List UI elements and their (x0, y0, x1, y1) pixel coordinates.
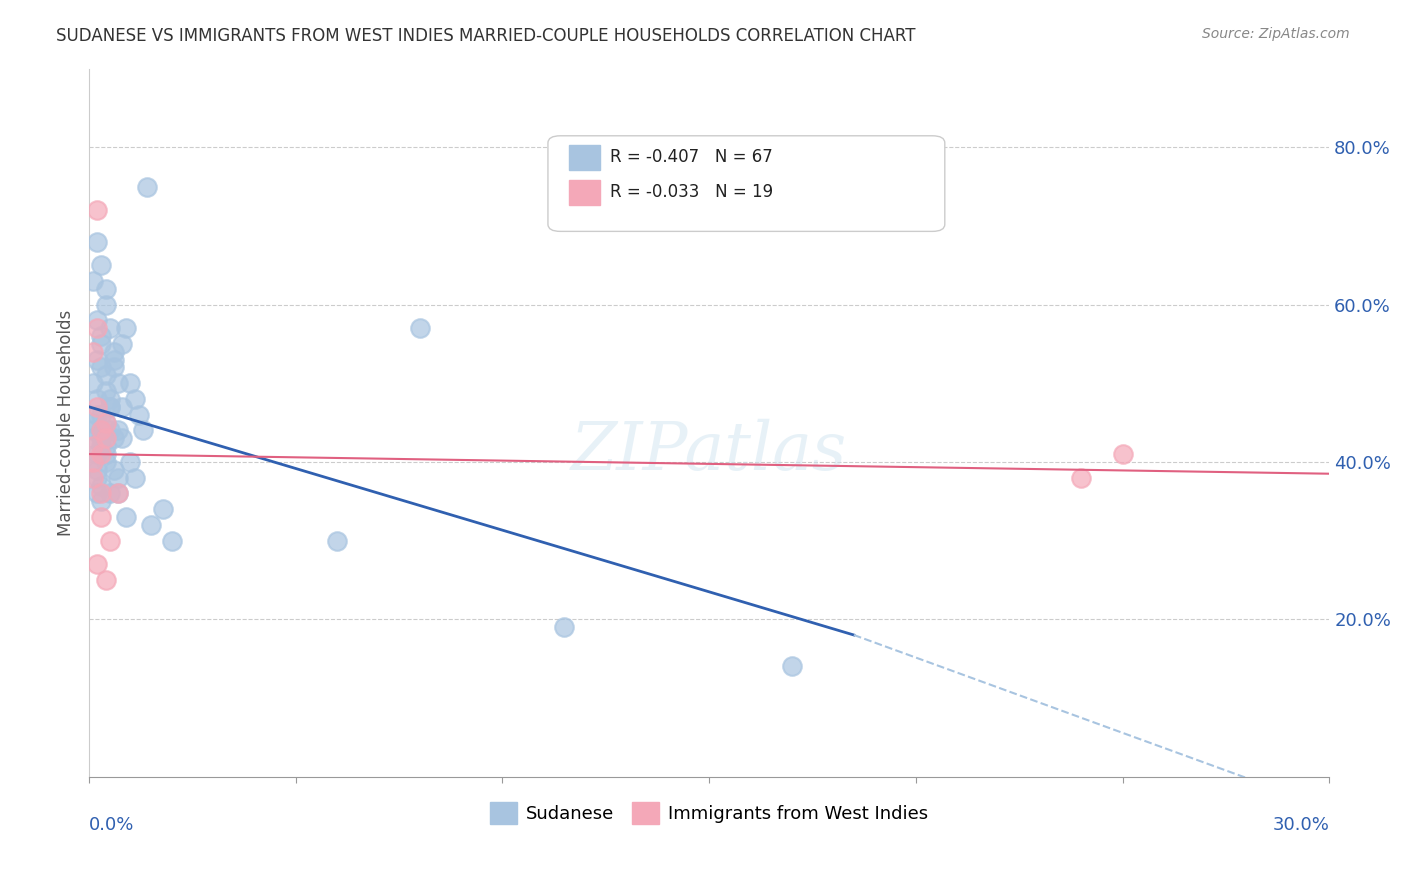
Point (94, 455, 117, 469)
Point (160, 533, 183, 548)
Text: 0.0%: 0.0% (89, 815, 135, 833)
Point (86, 352, 108, 367)
Point (128, 408, 150, 422)
Point (94, 368, 117, 383)
Point (86, 463, 108, 477)
Point (1111, 447, 1133, 461)
Point (1070, 470, 1092, 484)
Point (98, 400, 121, 414)
Point (82, 274, 104, 288)
Point (94, 447, 117, 461)
Point (120, 376, 142, 391)
Point (98, 486, 121, 500)
Point (90, 486, 112, 500)
Point (103, 463, 125, 477)
Point (82, 431, 104, 445)
Text: ZIPatlas: ZIPatlas (571, 418, 848, 483)
Text: SUDANESE VS IMMIGRANTS FROM WEST INDIES MARRIED-COUPLE HOUSEHOLDS CORRELATION CH: SUDANESE VS IMMIGRANTS FROM WEST INDIES … (56, 27, 915, 45)
Point (409, 321, 432, 335)
Point (94, 431, 117, 445)
Point (90, 439, 112, 453)
Point (107, 376, 129, 391)
Point (98, 392, 121, 406)
Point (103, 344, 125, 359)
Bar (569, 180, 600, 205)
Point (107, 486, 129, 500)
Point (90, 494, 112, 508)
FancyBboxPatch shape (548, 136, 945, 231)
Point (90, 329, 112, 343)
Point (107, 424, 129, 438)
Point (90, 408, 112, 422)
Point (86, 486, 108, 500)
Point (98, 533, 121, 548)
Point (90, 510, 112, 524)
Point (90, 337, 112, 351)
Text: 30.0%: 30.0% (1272, 815, 1329, 833)
Point (152, 502, 174, 516)
Point (124, 470, 146, 484)
Point (94, 384, 117, 398)
Point (86, 400, 108, 414)
Point (103, 352, 125, 367)
Point (86, 447, 108, 461)
Point (780, 659, 803, 673)
Point (107, 470, 129, 484)
Y-axis label: Married-couple Households: Married-couple Households (58, 310, 75, 536)
Bar (569, 145, 600, 169)
Point (94, 416, 117, 430)
Point (86, 558, 108, 572)
Point (86, 313, 108, 327)
Point (98, 321, 121, 335)
Point (94, 416, 117, 430)
Point (103, 431, 125, 445)
Point (86, 235, 108, 249)
Point (115, 321, 138, 335)
Point (94, 282, 117, 296)
Point (82, 470, 104, 484)
Point (82, 344, 104, 359)
Text: R = -0.033   N = 19: R = -0.033 N = 19 (610, 184, 773, 202)
Point (90, 424, 112, 438)
Point (132, 424, 155, 438)
Point (90, 431, 112, 445)
Point (111, 337, 134, 351)
Text: Source: ZipAtlas.com: Source: ZipAtlas.com (1202, 27, 1350, 41)
Point (98, 424, 121, 438)
Point (90, 478, 112, 492)
Point (111, 400, 134, 414)
Point (111, 431, 134, 445)
Point (82, 455, 104, 469)
Point (82, 439, 104, 453)
Point (86, 392, 108, 406)
Point (86, 203, 108, 218)
Point (82, 424, 104, 438)
Point (107, 486, 129, 500)
Point (90, 447, 112, 461)
Point (115, 510, 138, 524)
Point (86, 408, 108, 422)
Point (326, 533, 349, 548)
Point (82, 416, 104, 430)
Point (90, 360, 112, 375)
Point (86, 470, 108, 484)
Point (82, 455, 104, 469)
Point (90, 258, 112, 272)
Point (94, 297, 117, 311)
Point (90, 424, 112, 438)
Point (136, 179, 159, 194)
Point (86, 321, 108, 335)
Point (98, 400, 121, 414)
Point (103, 360, 125, 375)
Point (139, 517, 162, 532)
Point (124, 392, 146, 406)
Legend: Sudanese, Immigrants from West Indies: Sudanese, Immigrants from West Indies (482, 795, 936, 831)
Point (553, 620, 575, 634)
Point (94, 573, 117, 587)
Point (82, 376, 104, 391)
Point (94, 439, 117, 453)
Text: R = -0.407   N = 67: R = -0.407 N = 67 (610, 148, 773, 166)
Point (120, 455, 142, 469)
